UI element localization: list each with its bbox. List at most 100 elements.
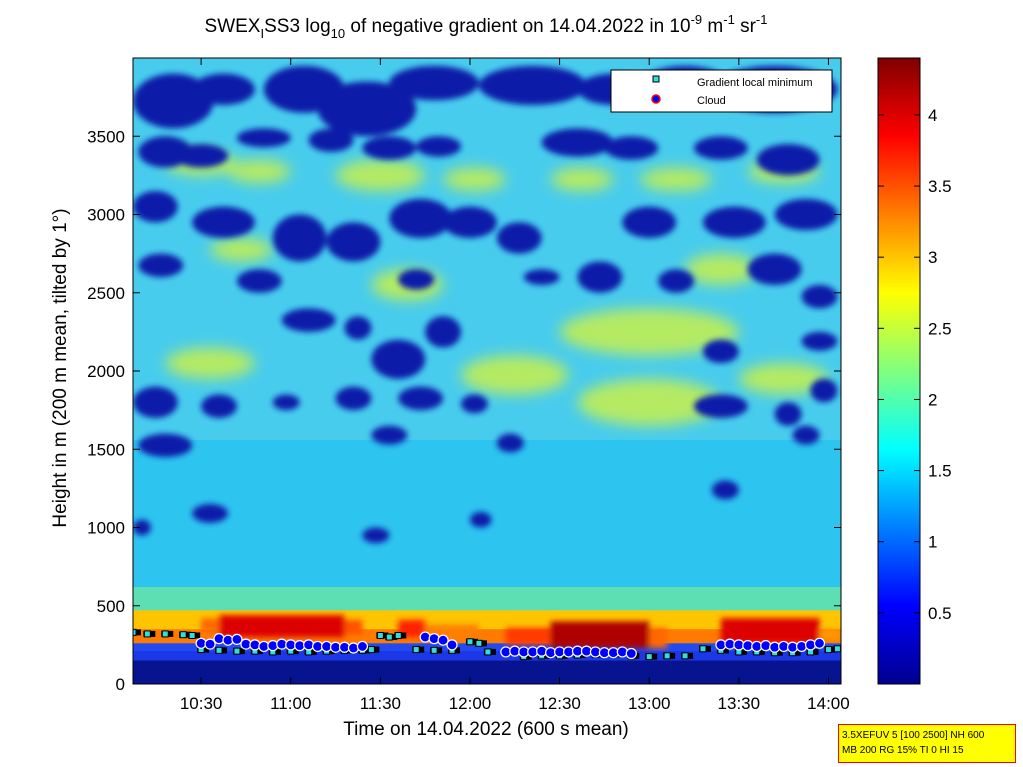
y-axis-label: Height in m (200 m mean, tilted by 1°) (50, 208, 71, 527)
heatmap-hot-segment (550, 621, 650, 649)
cloud-point (419, 631, 431, 643)
heatmap-hot-segment (819, 629, 841, 641)
heatmap-patch-low (138, 253, 184, 278)
heatmap-patch-low (389, 65, 479, 101)
gradient-minimum-point (824, 646, 832, 654)
y-tick-label: 2000 (87, 362, 125, 381)
gradient-minimum-point (466, 638, 474, 646)
heatmap-patch-high (461, 355, 569, 395)
colorbar-tick-label: 1 (928, 533, 937, 552)
colorbar-tick-label: 3 (928, 248, 937, 267)
heatmap-patch-low (792, 425, 820, 445)
gradient-minimum-point (475, 639, 483, 647)
legend-gradient-label: Gradient local minimum (697, 77, 813, 89)
gradient-minimum-point (367, 646, 375, 654)
cloud-point (249, 639, 261, 651)
legend-gradient-marker-icon (652, 75, 660, 83)
x-tick-label: 12:00 (449, 694, 492, 713)
gradient-minimum-point (430, 646, 438, 654)
x-tick-label: 13:30 (718, 694, 761, 713)
heatmap-patch-low (133, 519, 151, 536)
cloud-point (437, 634, 449, 646)
heatmap-patch-high (685, 253, 757, 285)
heatmap-patch-low (416, 136, 462, 157)
cloud-point (804, 639, 817, 651)
heatmap-patch-low (344, 316, 372, 340)
x-axis: 10:30 11:00 11:30 12:00 12:30 13:00 13:30 14:00 (180, 58, 850, 713)
gradient-minimum-point (143, 630, 151, 638)
heatmap-patch-low (496, 222, 542, 254)
legend-box (610, 69, 833, 113)
gradient-minimum-point (484, 648, 492, 656)
colorbar-tick-label: 2.5 (928, 319, 952, 338)
heatmap-patch-high (550, 167, 614, 192)
heatmap-high-values (165, 151, 829, 426)
heatmap-patch-low (801, 331, 838, 351)
gradient-minimum-point (133, 628, 137, 636)
heatmap-patch-low (174, 144, 228, 168)
colorbar-tick-label: 0.5 (928, 604, 952, 623)
heatmap-patch-high (738, 363, 829, 395)
heatmap-patch-low (478, 65, 587, 105)
heatmap-patch-high (165, 347, 255, 379)
cloud-point (536, 645, 548, 657)
heatmap-patch-low (398, 386, 444, 411)
cloud-point (625, 647, 637, 660)
cloud-point (213, 633, 225, 645)
heatmap-patch-high (443, 167, 506, 192)
heatmap-band-green (133, 586, 841, 614)
gradient-minimum-bar (133, 629, 141, 636)
x-tick-label: 11:00 (270, 694, 311, 713)
colorbar-tick-label: 1.5 (928, 462, 952, 481)
heatmap-patch-low (201, 394, 237, 418)
y-axis: 0 500 1000 1500 2000 2500 3000 3500 (87, 127, 841, 694)
cloud-point (446, 639, 458, 651)
heatmap-patch-low (192, 504, 228, 523)
heatmap-patch-low (711, 480, 739, 500)
x-tick-label: 11:30 (360, 694, 401, 713)
y-tick-label: 0 (116, 675, 125, 694)
y-tick-label: 1000 (87, 519, 125, 538)
heatmap-gradient-max-layer (201, 615, 841, 649)
heatmap-patch-low (362, 527, 390, 544)
heatmap-patch-low (694, 394, 748, 418)
cloud-point (267, 640, 279, 652)
gradient-minimum-point (188, 631, 196, 639)
heatmap-patch-low (133, 386, 178, 418)
y-tick-label: 3500 (87, 127, 125, 146)
heatmap-patch-low (496, 433, 524, 453)
heatmap-hot-segment (344, 619, 363, 634)
colorbar-tick-label: 2 (928, 390, 937, 409)
heatmap-patch-high (640, 167, 712, 192)
gradient-minimum-point (699, 645, 707, 653)
x-tick-label: 12:30 (538, 694, 581, 713)
gradient-minimum-point (233, 647, 241, 655)
cloud-point (760, 640, 772, 652)
heatmap-patch-low (523, 269, 560, 285)
cloud-point (428, 633, 440, 645)
heatmap-patch-low (774, 402, 802, 426)
heatmap-patch-low (236, 128, 291, 148)
cloud-markers (195, 631, 826, 660)
heatmap-patch-low (398, 269, 435, 290)
heatmap-patch-low (236, 269, 282, 293)
cloud-point (795, 640, 808, 653)
cloud-point (231, 633, 243, 645)
heatmap-patch-high (577, 378, 721, 426)
y-tick-label: 2500 (87, 284, 125, 303)
info-line-1: 3.5XEFUV 5 [100 2500] NH 600 (842, 730, 985, 741)
cloud-point (303, 639, 315, 651)
x-tick-label: 13:00 (628, 694, 671, 713)
cloud-point (813, 637, 826, 649)
heatmap-patch-low (133, 191, 178, 223)
heatmap-patch-low (461, 394, 488, 414)
x-tick-label: 14:00 (807, 694, 850, 713)
legend: Gradient local minimum Cloud (610, 69, 833, 113)
x-axis-label: Time on 14.04.2022 (600 s mean) (343, 719, 629, 740)
heatmap-patch-low (389, 198, 453, 238)
heatmap-patch-low (326, 222, 381, 262)
colorbar-ticks: 0.5 1 1.5 2 2.5 3 3.5 4 (878, 106, 952, 623)
heatmap-patch-low (702, 339, 739, 364)
colorbar: 0.5 1 1.5 2 2.5 3 3.5 4 (877, 57, 952, 685)
heatmap-patch-high (227, 159, 291, 184)
